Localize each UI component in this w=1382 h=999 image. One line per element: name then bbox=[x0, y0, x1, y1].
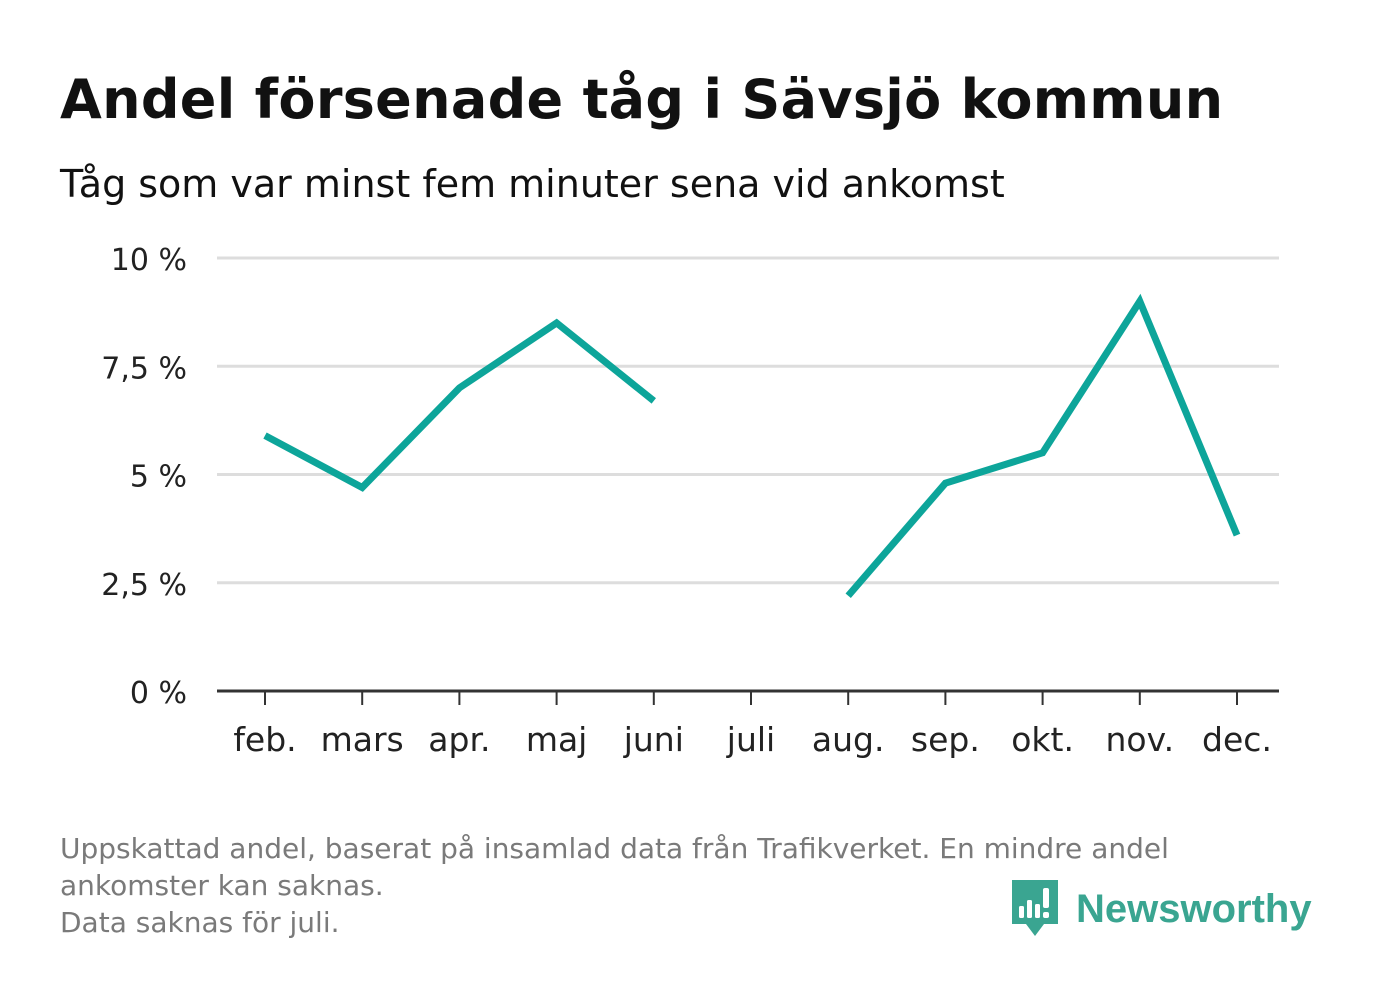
x-tick-label: juni bbox=[623, 720, 684, 759]
gridlines bbox=[217, 256, 1279, 585]
x-tick-label: feb. bbox=[233, 720, 296, 759]
brand-logo: Newsworthy bbox=[1010, 878, 1312, 940]
x-tick-label: apr. bbox=[428, 720, 490, 759]
x-tick-label: dec. bbox=[1202, 720, 1272, 759]
footnote-line: Uppskattad andel, baserat på insamlad da… bbox=[60, 832, 1169, 865]
series-lines bbox=[263, 293, 1241, 599]
chart-subtitle: Tåg som var minst fem minuter sena vid a… bbox=[60, 162, 1005, 206]
footnote: Uppskattad andel, baserat på insamlad da… bbox=[60, 830, 1320, 941]
newsworthy-logo-icon bbox=[1012, 880, 1058, 936]
chart-title: Andel försenade tåg i Sävsjö kommun bbox=[60, 68, 1224, 131]
x-tick-label: juli bbox=[726, 720, 775, 759]
y-tick-label: 10 % bbox=[111, 243, 187, 278]
x-tick-label: maj bbox=[526, 720, 588, 759]
series-line-segment bbox=[845, 293, 1241, 599]
brand-name: Newsworthy bbox=[1076, 886, 1312, 931]
x-tick-label: sep. bbox=[911, 720, 980, 759]
footnote-line: ankomster kan saknas. bbox=[60, 869, 384, 902]
x-tick-label: aug. bbox=[812, 720, 885, 759]
y-axis-labels: 0 % 2,5 % 5 % 7,5 % 10 % bbox=[101, 243, 187, 711]
y-tick-label: 0 % bbox=[130, 676, 187, 711]
y-tick-label: 7,5 % bbox=[101, 351, 187, 386]
series-line-segment bbox=[263, 318, 656, 492]
x-tick-label: nov. bbox=[1106, 720, 1175, 759]
footnote-line: Data saknas för juli. bbox=[60, 906, 340, 939]
y-tick-label: 2,5 % bbox=[101, 568, 187, 603]
x-tick-label: mars bbox=[321, 720, 404, 759]
x-axis-ticks: feb. mars apr. maj juni juli aug. sep. okt. nov. d… bbox=[233, 691, 1272, 759]
x-tick-label: okt. bbox=[1011, 720, 1074, 759]
y-tick-label: 5 % bbox=[130, 460, 187, 495]
